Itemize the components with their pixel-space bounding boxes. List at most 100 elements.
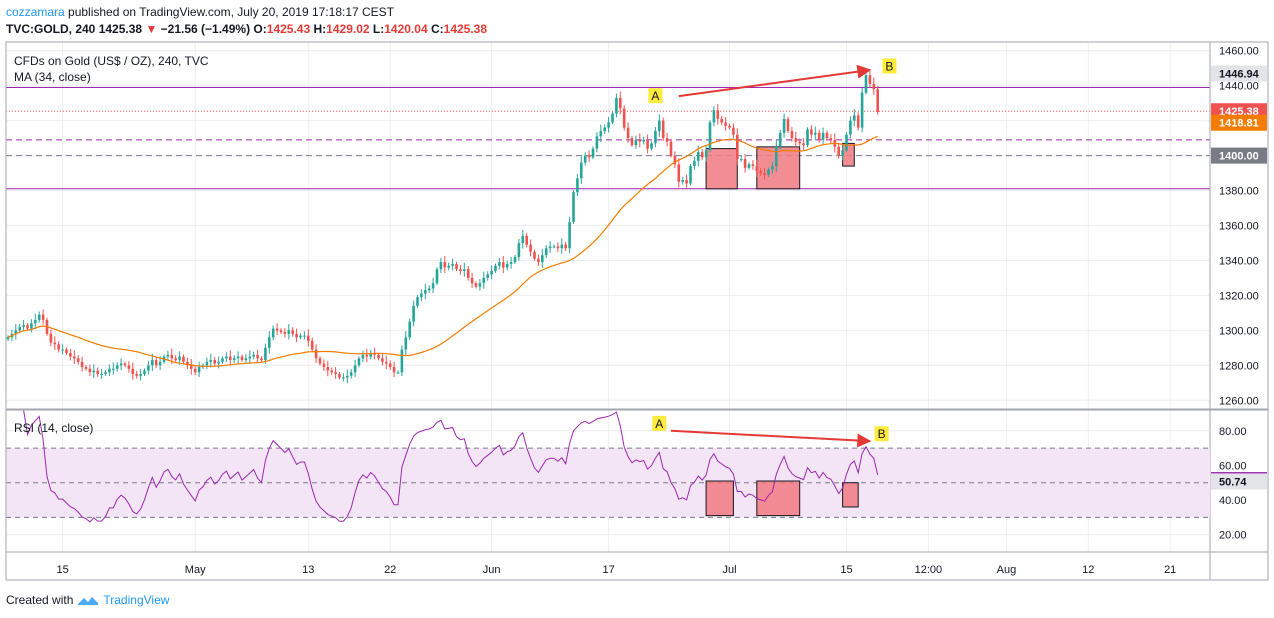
candle-body[interactable]: [84, 367, 88, 369]
candle-body[interactable]: [147, 365, 150, 371]
candle-body[interactable]: [119, 363, 123, 366]
candle-body[interactable]: [209, 360, 213, 362]
candle-body[interactable]: [466, 269, 470, 278]
candle-body[interactable]: [69, 353, 72, 357]
candle-body[interactable]: [342, 377, 345, 379]
candle-body[interactable]: [541, 255, 544, 263]
highlight-box[interactable]: [756, 146, 801, 190]
candle-body[interactable]: [260, 358, 263, 361]
candle-body[interactable]: [747, 164, 751, 168]
candle-body[interactable]: [482, 277, 486, 284]
tradingview-link[interactable]: TradingView: [103, 593, 170, 607]
candle-body[interactable]: [665, 138, 669, 142]
candle-body[interactable]: [669, 141, 673, 156]
candle-body[interactable]: [205, 361, 209, 366]
candle-body[interactable]: [310, 340, 314, 350]
candle-body[interactable]: [736, 134, 739, 160]
candle-body[interactable]: [439, 262, 443, 270]
candle-body[interactable]: [778, 132, 782, 147]
candle-body[interactable]: [151, 360, 154, 366]
candle-body[interactable]: [41, 314, 45, 320]
candle-body[interactable]: [322, 363, 326, 368]
candle-body[interactable]: [334, 372, 337, 375]
candle-body[interactable]: [26, 325, 29, 329]
candle-body[interactable]: [37, 314, 41, 320]
candle-body[interactable]: [377, 354, 380, 359]
candle-body[interactable]: [264, 347, 267, 361]
candle-body[interactable]: [603, 127, 606, 132]
candle-body[interactable]: [673, 155, 677, 165]
price-pane[interactable]: AB1260.001280.001300.001320.001340.00136…: [5, 41, 1269, 580]
candle-body[interactable]: [158, 361, 162, 366]
candle-body[interactable]: [580, 162, 583, 179]
candle-body[interactable]: [357, 358, 361, 366]
candle-body[interactable]: [790, 131, 794, 139]
candle-body[interactable]: [338, 374, 341, 378]
highlight-box[interactable]: [842, 142, 855, 167]
candle-body[interactable]: [513, 256, 517, 263]
candle-body[interactable]: [599, 131, 603, 137]
candle-body[interactable]: [548, 246, 552, 249]
candle-body[interactable]: [626, 127, 630, 139]
candle-body[interactable]: [174, 358, 177, 361]
candle-body[interactable]: [244, 358, 248, 361]
candle-body[interactable]: [252, 354, 255, 357]
candle-body[interactable]: [650, 143, 653, 149]
candle-body[interactable]: [61, 349, 64, 351]
candle-body[interactable]: [186, 361, 189, 366]
candle-body[interactable]: [689, 166, 692, 184]
candle-body[interactable]: [681, 180, 684, 182]
candle-body[interactable]: [154, 360, 158, 366]
candle-body[interactable]: [303, 335, 306, 337]
candle-body[interactable]: [595, 136, 599, 149]
candle-body[interactable]: [330, 370, 333, 373]
candle-body[interactable]: [49, 333, 53, 343]
candle-body[interactable]: [611, 113, 614, 123]
candle-body[interactable]: [693, 160, 696, 167]
candle-body[interactable]: [739, 159, 743, 161]
candle-body[interactable]: [104, 372, 107, 375]
candle-body[interactable]: [431, 283, 435, 289]
candle-body[interactable]: [806, 129, 809, 146]
candle-body[interactable]: [96, 370, 99, 375]
candle-body[interactable]: [607, 122, 610, 128]
candle-body[interactable]: [353, 365, 357, 373]
candle-body[interactable]: [521, 235, 525, 243]
candle-body[interactable]: [455, 263, 458, 270]
candle-body[interactable]: [728, 125, 731, 128]
candle-body[interactable]: [287, 330, 291, 334]
candle-body[interactable]: [763, 173, 766, 175]
candle-body[interactable]: [759, 171, 762, 174]
candle-body[interactable]: [474, 283, 478, 287]
candle-body[interactable]: [767, 169, 770, 175]
candle-body[interactable]: [615, 97, 618, 114]
candle-body[interactable]: [724, 122, 727, 126]
candle-body[interactable]: [435, 269, 439, 284]
candle-body[interactable]: [271, 328, 275, 338]
candle-body[interactable]: [751, 164, 755, 167]
candle-body[interactable]: [505, 263, 509, 268]
candle-body[interactable]: [661, 120, 665, 139]
candle-body[interactable]: [502, 262, 505, 268]
candle-body[interactable]: [490, 270, 493, 275]
candle-body[interactable]: [771, 166, 774, 170]
candle-body[interactable]: [57, 344, 60, 350]
candle-body[interactable]: [299, 335, 302, 338]
candle-body[interactable]: [856, 115, 860, 128]
candle-body[interactable]: [232, 358, 236, 361]
candle-body[interactable]: [447, 265, 450, 268]
candle-body[interactable]: [583, 155, 587, 163]
candle-body[interactable]: [677, 164, 681, 182]
candle-body[interactable]: [236, 356, 240, 359]
candle-body[interactable]: [552, 246, 556, 248]
candle-body[interactable]: [837, 146, 840, 156]
candle-body[interactable]: [392, 367, 396, 373]
candle-body[interactable]: [135, 374, 138, 376]
candle-body[interactable]: [240, 356, 244, 361]
candle-body[interactable]: [412, 305, 415, 322]
candle-body[interactable]: [576, 178, 579, 193]
candle-body[interactable]: [53, 342, 57, 345]
divergence-arrow[interactable]: [670, 429, 872, 448]
candle-body[interactable]: [123, 363, 127, 366]
highlight-box[interactable]: [705, 148, 738, 190]
